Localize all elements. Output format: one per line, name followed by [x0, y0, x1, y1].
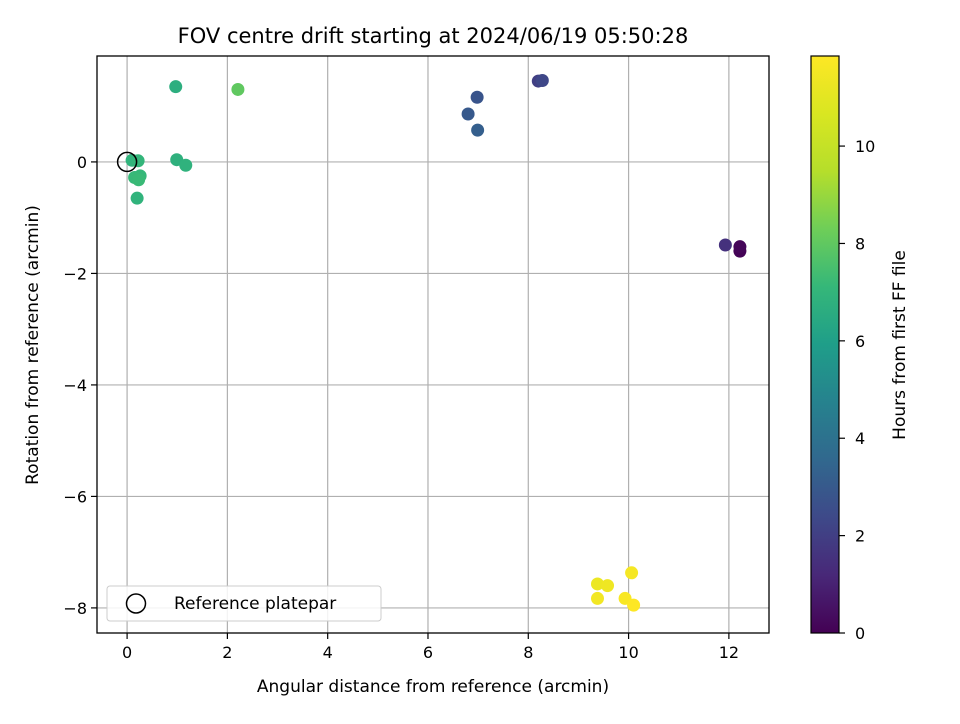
legend-entry-reference-platepar: Reference platepar	[174, 594, 336, 614]
data-point	[169, 80, 183, 94]
colorbar-tick-label: 2	[855, 527, 865, 546]
colorbar-frame	[810, 55, 840, 634]
data-point	[590, 577, 604, 591]
data-point	[131, 154, 145, 168]
x-tick-label: 12	[719, 643, 739, 662]
colorbar-tick-label: 10	[855, 137, 875, 156]
x-axis-ticks: 0 2 4 6 8 10 12	[122, 633, 739, 662]
colorbar-tick-label: 4	[855, 429, 865, 448]
y-axis-label: Rotation from reference (arcmin)	[23, 205, 43, 485]
data-point	[461, 107, 475, 121]
x-tick-label: 8	[523, 643, 533, 662]
reference-marker-group	[116, 151, 138, 173]
data-point	[733, 240, 747, 254]
data-point	[718, 238, 732, 252]
data-point	[470, 90, 484, 104]
y-tick-label: 0	[77, 153, 87, 172]
colorbar	[811, 56, 839, 633]
y-tick-label: −2	[63, 264, 87, 283]
legend-reference-marker	[125, 593, 147, 614]
data-point	[627, 598, 641, 612]
x-tick-label: 2	[222, 643, 232, 662]
data-point	[625, 566, 639, 580]
data-point	[179, 158, 193, 172]
data-point	[231, 82, 245, 96]
x-tick-label: 4	[323, 643, 333, 662]
colorbar-tick-label: 8	[855, 234, 865, 253]
data-point	[130, 191, 144, 205]
x-axis-label: Angular distance from reference (arcmin)	[257, 677, 609, 697]
x-tick-label: 0	[122, 643, 132, 662]
y-tick-label: −6	[63, 487, 87, 506]
legend: Reference platepar	[106, 585, 382, 622]
data-point	[601, 579, 615, 593]
colorbar-ticks: 0 2 4 6 8 10	[839, 137, 875, 643]
x-tick-label: 6	[423, 643, 433, 662]
colorbar-tick-label: 6	[855, 332, 865, 351]
data-points	[125, 74, 747, 612]
data-point	[471, 123, 485, 137]
y-tick-label: −8	[63, 599, 87, 618]
colorbar-tick-label: 0	[855, 624, 865, 643]
chart-title: FOV centre drift starting at 2024/06/19 …	[178, 24, 689, 48]
plot-frame	[96, 55, 770, 634]
colorbar-label: Hours from first FF file	[890, 250, 910, 440]
data-point	[590, 591, 604, 605]
y-axis-ticks: 0 −2 −4 −6 −8	[63, 153, 97, 618]
data-point	[535, 74, 549, 88]
y-tick-label: −4	[63, 376, 87, 395]
data-point	[132, 173, 146, 187]
grid-lines	[97, 56, 769, 633]
reference-platepar-marker	[116, 151, 138, 173]
x-tick-label: 10	[618, 643, 638, 662]
legend-box	[106, 585, 382, 622]
